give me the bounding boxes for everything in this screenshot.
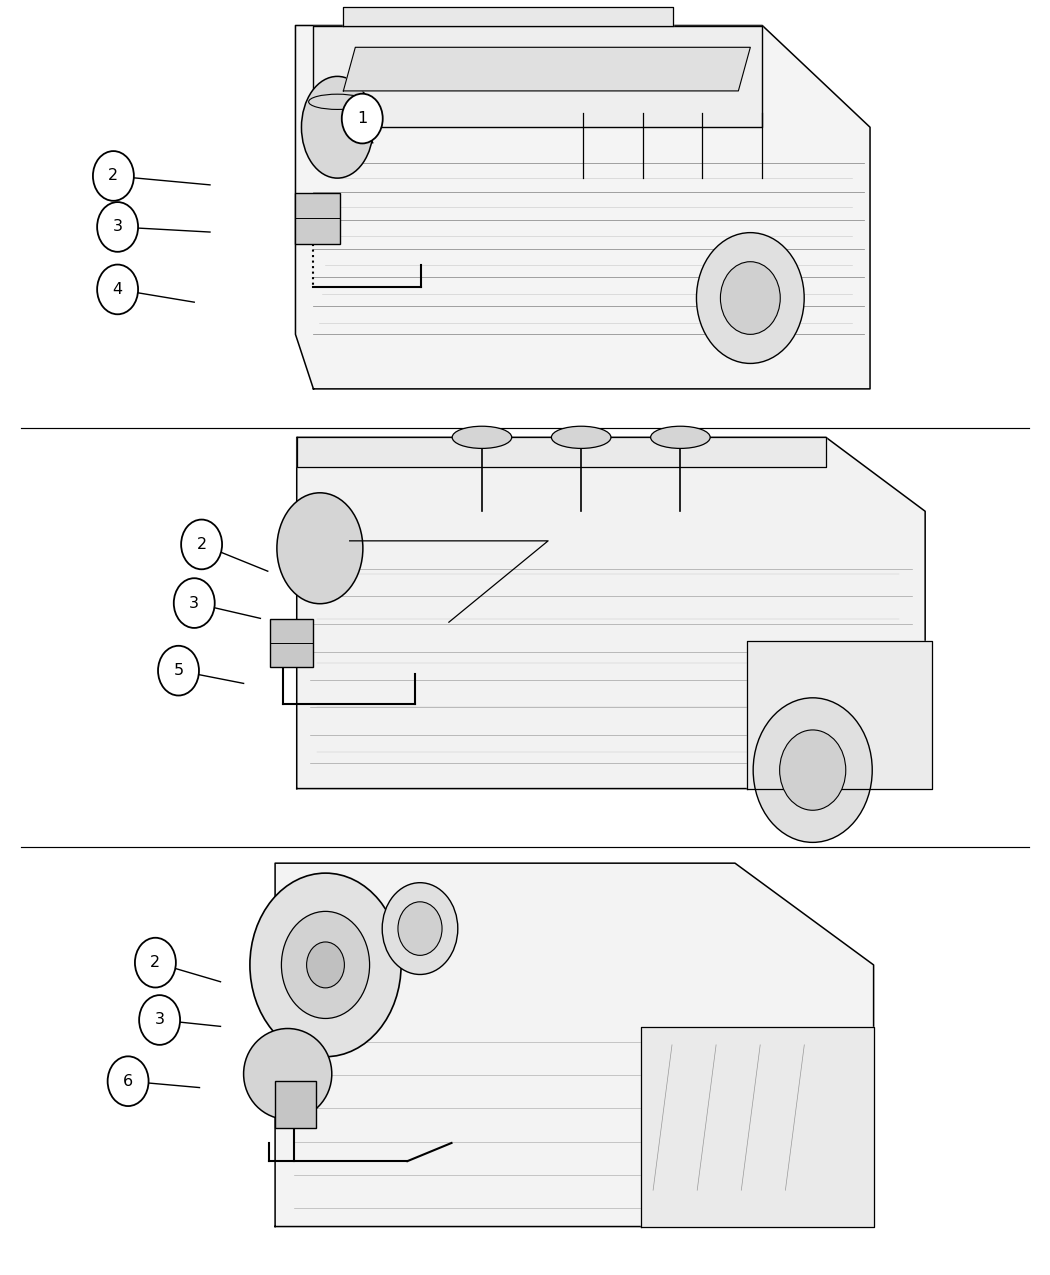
FancyBboxPatch shape [270,618,313,667]
Polygon shape [313,26,762,128]
FancyBboxPatch shape [275,1081,316,1128]
Ellipse shape [651,426,710,449]
Polygon shape [747,640,931,788]
Polygon shape [275,863,874,1227]
Ellipse shape [244,1029,332,1119]
Text: 2: 2 [150,955,161,970]
Ellipse shape [453,426,511,449]
Circle shape [341,94,383,144]
Text: 1: 1 [357,111,367,126]
Circle shape [753,697,873,843]
Polygon shape [640,1026,874,1227]
Ellipse shape [277,493,363,604]
Circle shape [307,942,344,988]
Circle shape [134,938,176,987]
Ellipse shape [551,426,611,449]
Circle shape [107,1056,149,1107]
Circle shape [250,873,401,1057]
Text: 2: 2 [108,168,119,184]
Circle shape [97,265,139,314]
Circle shape [398,901,442,955]
Circle shape [173,579,214,627]
Text: 3: 3 [189,595,200,611]
Polygon shape [343,47,751,91]
Text: 3: 3 [112,219,123,235]
Circle shape [720,261,780,334]
Circle shape [93,152,134,201]
Circle shape [97,203,139,252]
Text: 6: 6 [123,1074,133,1089]
Polygon shape [297,437,826,467]
Circle shape [696,232,804,363]
Circle shape [281,912,370,1019]
Text: 3: 3 [154,1012,165,1028]
Circle shape [158,646,200,696]
Circle shape [139,994,181,1046]
Polygon shape [297,437,925,788]
Circle shape [181,520,223,569]
Polygon shape [295,26,870,389]
Text: 4: 4 [112,282,123,297]
Text: 2: 2 [196,537,207,552]
Polygon shape [343,8,673,26]
FancyBboxPatch shape [295,193,340,244]
Ellipse shape [301,76,374,178]
Circle shape [382,882,458,974]
Text: 5: 5 [173,663,184,678]
Circle shape [779,729,846,811]
